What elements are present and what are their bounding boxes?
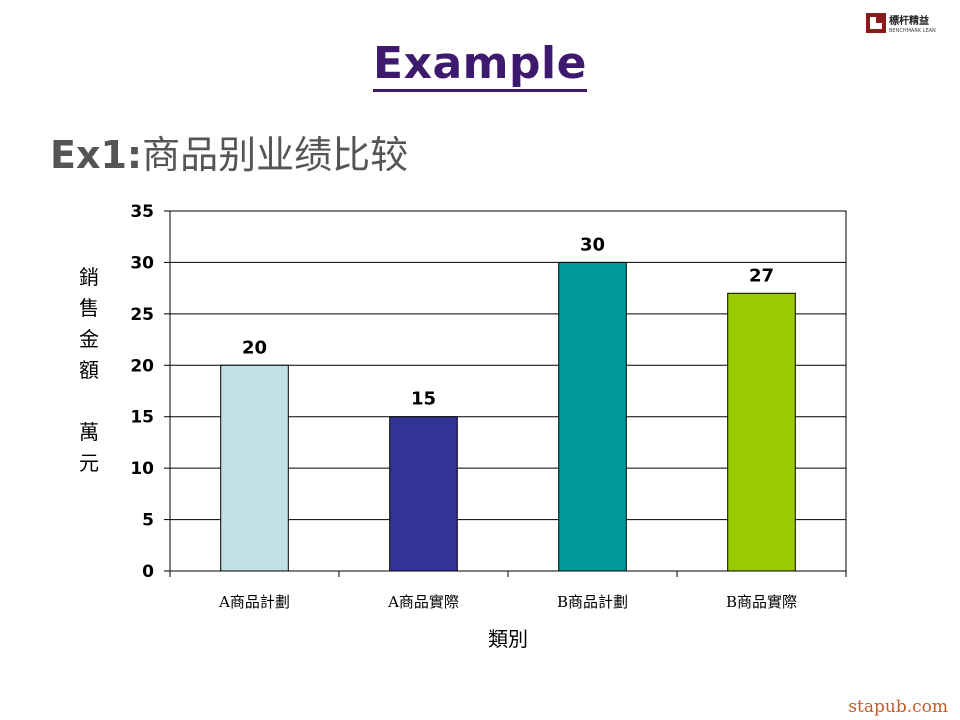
bar xyxy=(558,261,627,572)
y-tick-label: 15 xyxy=(130,408,154,428)
x-axis-title: 類別 xyxy=(488,627,528,651)
logo-name: 標杆精益 xyxy=(889,14,929,27)
slide-subtitle: Ex1:商品别业绩比较 xyxy=(50,124,408,179)
data-label: 30 xyxy=(580,234,605,255)
benchmark-lean-logo: 標杆精益 BENCHMARK LEAN xyxy=(866,13,936,34)
bar xyxy=(220,364,289,572)
y-tick-label: 10 xyxy=(130,459,154,479)
data-label: 27 xyxy=(749,265,774,286)
logo-subtext: BENCHMARK LEAN xyxy=(889,28,936,34)
y-tick-label: 30 xyxy=(130,253,154,273)
subtitle-text: 商品别业绩比较 xyxy=(142,133,409,177)
data-label: 20 xyxy=(242,337,267,358)
y-tick-label: 5 xyxy=(142,511,154,531)
bar xyxy=(389,416,458,572)
watermark: stapub.com xyxy=(848,697,948,717)
y-tick-label: 0 xyxy=(142,562,154,582)
data-label: 15 xyxy=(411,389,436,410)
x-category-label: B商品計劃 xyxy=(557,593,628,611)
y-tick-label: 35 xyxy=(130,202,154,222)
x-category-label: A商品計劃 xyxy=(218,593,290,611)
y-axis-title: 銷售金額萬元 xyxy=(79,265,99,475)
bar xyxy=(727,292,796,572)
slide-title-container: Example xyxy=(0,38,960,92)
slide-title: Example xyxy=(373,38,587,92)
y-tick-label: 25 xyxy=(130,305,154,325)
y-tick-label: 20 xyxy=(130,356,154,376)
subtitle-prefix: Ex1: xyxy=(50,133,143,177)
x-category-label: B商品實際 xyxy=(726,593,797,611)
x-category-label: A商品實際 xyxy=(387,593,459,611)
